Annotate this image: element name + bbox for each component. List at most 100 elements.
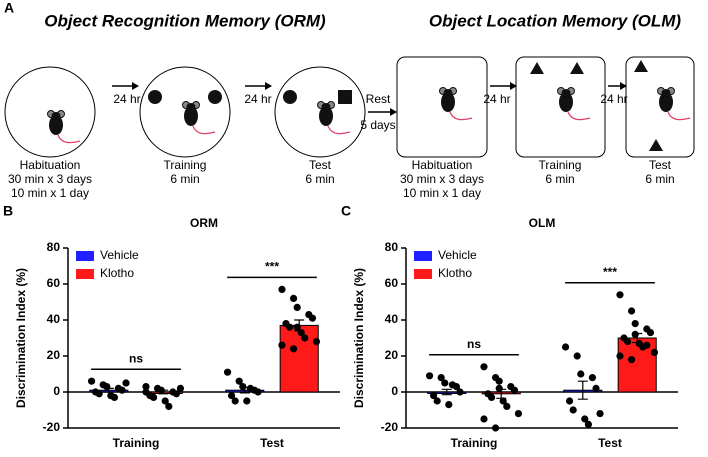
stage: Training bbox=[164, 158, 207, 172]
data-point bbox=[285, 323, 294, 331]
panel-label: C bbox=[341, 203, 351, 219]
legend-label: Klotho bbox=[100, 266, 134, 280]
object bbox=[338, 90, 352, 104]
stage: 6 min bbox=[545, 172, 574, 186]
legend-swatch bbox=[414, 269, 432, 279]
y-tick-label: 80 bbox=[47, 240, 61, 254]
data-point bbox=[565, 397, 574, 405]
data-point bbox=[627, 356, 636, 364]
stage: 6 min bbox=[170, 172, 199, 186]
rest: Rest bbox=[366, 92, 391, 106]
legend-swatch bbox=[76, 251, 94, 261]
stage: 10 min x 1 day bbox=[11, 186, 89, 200]
y-axis-label: Discrimination Index (%) bbox=[352, 268, 366, 408]
data-point bbox=[95, 390, 103, 398]
data-point bbox=[293, 303, 301, 311]
chart-title: OLM bbox=[529, 216, 556, 230]
data-point bbox=[142, 383, 150, 391]
data-point bbox=[573, 352, 581, 360]
data-point bbox=[176, 384, 185, 392]
legend-label: Vehicle bbox=[100, 248, 139, 262]
data-point bbox=[441, 379, 449, 387]
y-tick-label: 60 bbox=[47, 276, 61, 290]
data-point bbox=[510, 386, 519, 394]
data-point bbox=[308, 314, 317, 322]
data-point bbox=[588, 374, 597, 382]
data-point bbox=[289, 294, 298, 302]
x-tick-label: Training bbox=[451, 436, 498, 450]
data-point bbox=[499, 397, 507, 405]
data-point bbox=[456, 388, 464, 396]
object bbox=[283, 90, 297, 104]
y-tick-label: 80 bbox=[385, 240, 399, 254]
stage: Habituation bbox=[412, 158, 473, 172]
data-point bbox=[581, 415, 589, 423]
data-point bbox=[514, 410, 523, 418]
y-tick-label: 20 bbox=[385, 348, 399, 362]
legend-swatch bbox=[76, 269, 94, 279]
data-point bbox=[165, 402, 173, 410]
data-point bbox=[301, 334, 309, 342]
y-tick-label: -20 bbox=[43, 420, 61, 434]
data-point bbox=[223, 368, 232, 376]
x-tick-label: Test bbox=[598, 436, 622, 450]
chart-title: ORM bbox=[190, 216, 218, 230]
y-tick-label: 60 bbox=[385, 276, 399, 290]
data-point bbox=[312, 338, 321, 346]
stage: Habituation bbox=[20, 158, 81, 172]
data-point bbox=[487, 393, 496, 401]
data-point bbox=[577, 370, 585, 378]
stage: 6 min bbox=[305, 172, 334, 186]
error-bar bbox=[577, 380, 588, 400]
data-point bbox=[425, 372, 434, 380]
stage: Test bbox=[649, 158, 672, 172]
significance-label: ns bbox=[129, 351, 143, 365]
data-point bbox=[495, 377, 503, 385]
panel-a: A Object Recognition Memory (ORM) Object… bbox=[4, 0, 695, 200]
y-tick-label: -20 bbox=[381, 420, 399, 434]
orm-title: Object Recognition Memory (ORM) bbox=[44, 11, 326, 30]
x-tick-label: Training bbox=[113, 436, 160, 450]
panel-label: B bbox=[3, 203, 13, 219]
data-point bbox=[254, 388, 262, 396]
data-point bbox=[110, 393, 119, 401]
legend-label: Klotho bbox=[438, 266, 472, 280]
data-point bbox=[103, 383, 111, 391]
data-point bbox=[243, 397, 251, 405]
stage: 6 min bbox=[645, 172, 674, 186]
data-point bbox=[227, 392, 236, 400]
data-point bbox=[433, 397, 441, 405]
legend-label: Vehicle bbox=[438, 248, 477, 262]
data-point bbox=[235, 377, 243, 385]
data-point bbox=[631, 330, 639, 338]
stage: Test bbox=[309, 158, 332, 172]
data-point bbox=[596, 410, 604, 418]
data-point bbox=[278, 285, 286, 293]
stage: Training bbox=[539, 158, 582, 172]
stage: 30 min x 3 days bbox=[8, 172, 92, 186]
rest: 5 days bbox=[360, 118, 395, 132]
y-axis-label: Discrimination Index (%) bbox=[14, 268, 28, 408]
data-point bbox=[118, 386, 126, 394]
panel-label: A bbox=[4, 0, 14, 16]
interval: 24 hr bbox=[600, 92, 627, 106]
error-bar bbox=[441, 388, 452, 396]
data-point bbox=[480, 363, 488, 371]
significance-label: *** bbox=[603, 265, 617, 279]
data-point bbox=[445, 401, 453, 409]
data-point bbox=[616, 352, 624, 360]
data-point bbox=[503, 402, 511, 410]
y-tick-label: 0 bbox=[53, 384, 60, 398]
data-point bbox=[627, 307, 636, 315]
data-point bbox=[592, 384, 600, 392]
object bbox=[208, 90, 222, 104]
arrows bbox=[112, 85, 620, 113]
data-point bbox=[584, 420, 593, 428]
data-point bbox=[231, 397, 239, 405]
data-point bbox=[297, 329, 305, 337]
data-point bbox=[616, 291, 624, 299]
interval: 24 hr bbox=[483, 92, 510, 106]
data-point bbox=[246, 384, 255, 392]
data-point bbox=[495, 384, 503, 392]
stage: 10 min x 1 day bbox=[403, 186, 481, 200]
